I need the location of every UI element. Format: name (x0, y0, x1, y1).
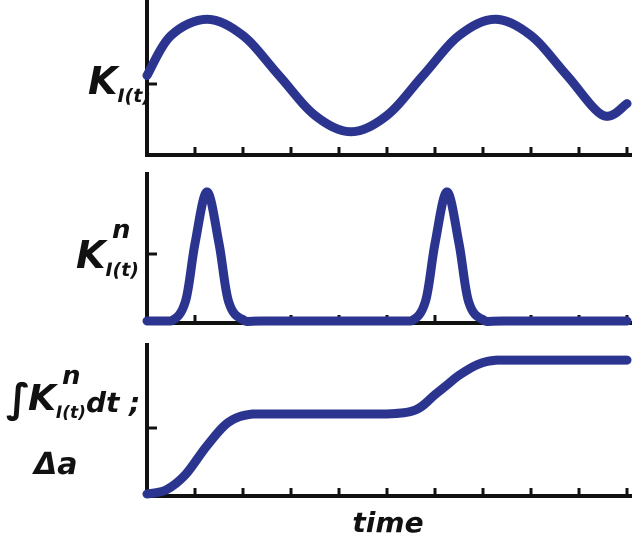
panel1-ylabel-sub: I(t) (117, 85, 151, 107)
panel-integral: ∫ n KI(t) dt ; Δa time (6, 343, 632, 539)
panel2-ylabel: KI(t) (76, 233, 139, 281)
panel1-x-ticks (193, 147, 629, 155)
panel3-step-curve (142, 355, 632, 499)
panel3-ylabel-dt: dt ; (86, 386, 140, 419)
panel2-ylabel-sup: n (112, 215, 131, 245)
panel3-ylabel-integral: ∫ (6, 376, 30, 422)
panel2-ylabel-sub: I(t) (105, 259, 139, 281)
panel-k-i-t-n: n KI(t) (76, 172, 632, 326)
panel-k-i-t: KI(t) (88, 0, 632, 157)
panel3-ylabel-sub: I(t) (56, 403, 86, 423)
panel3-ylabel-delta: Δa (32, 447, 77, 482)
panel2-peak-curve (142, 187, 632, 326)
panel3-ylabel-main: K (28, 378, 59, 419)
x-axis-label: time (352, 506, 423, 539)
panel2-ylabel-main: K (76, 233, 108, 277)
panel1-ylabel: KI(t) (88, 59, 151, 107)
panel3-ylabel-sup: n (62, 361, 81, 391)
panel3-ylabel: KI(t) (28, 378, 86, 423)
panel1-sine-curve (142, 14, 632, 137)
panel1-ylabel-main: K (88, 59, 120, 103)
panel3-x-ticks (193, 488, 629, 496)
